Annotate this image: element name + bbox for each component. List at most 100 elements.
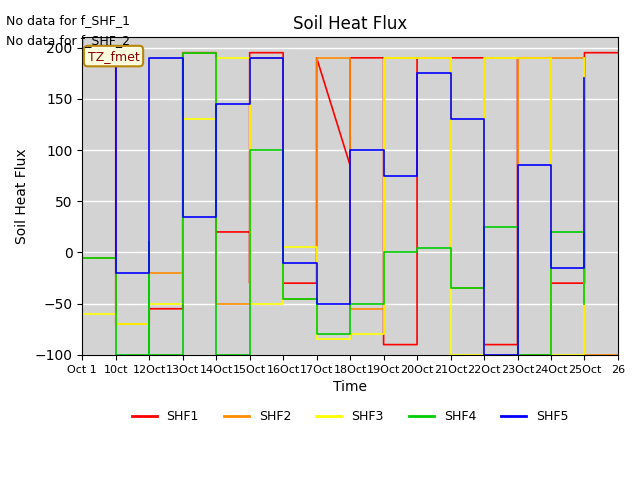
SHF4 xyxy=(514,352,522,358)
SHF2 xyxy=(447,286,454,291)
Line: SHF1: SHF1 xyxy=(83,48,618,345)
SHF4 xyxy=(112,255,120,261)
SHF3 xyxy=(112,311,120,317)
SHF1 xyxy=(447,55,454,60)
Line: SHF5: SHF5 xyxy=(83,58,584,355)
SHF5 xyxy=(413,70,421,76)
SHF1 xyxy=(413,55,421,60)
SHF1 xyxy=(246,50,253,56)
SHF3 xyxy=(514,55,522,60)
SHF3 xyxy=(179,301,186,307)
SHF3 xyxy=(79,311,86,317)
SHF2 xyxy=(380,306,387,312)
Text: No data for f_SHF_2: No data for f_SHF_2 xyxy=(6,34,131,47)
SHF5 xyxy=(145,270,153,276)
SHF3 xyxy=(145,301,153,307)
SHF1 xyxy=(413,342,421,348)
SHF5 xyxy=(580,75,588,81)
SHF1 xyxy=(514,342,522,348)
SHF1 xyxy=(313,280,321,286)
SHF1 xyxy=(346,55,354,60)
SHF5 xyxy=(346,147,354,153)
SHF5 xyxy=(212,101,220,107)
SHF3 xyxy=(145,321,153,327)
SHF2 xyxy=(413,55,421,60)
SHF4 xyxy=(79,255,86,261)
SHF3 xyxy=(547,352,555,358)
SHF3 xyxy=(480,352,488,358)
SHF3 xyxy=(212,55,220,60)
SHF3 xyxy=(580,55,588,60)
SHF4 xyxy=(580,229,588,235)
SHF1 xyxy=(380,342,387,348)
SHF1 xyxy=(212,50,220,56)
SHF1 xyxy=(580,280,588,286)
SHF5 xyxy=(212,214,220,219)
SHF2 xyxy=(514,352,522,358)
SHF5 xyxy=(145,55,153,60)
SHF4 xyxy=(447,286,454,291)
SHF1 xyxy=(480,55,488,60)
SHF5 xyxy=(447,116,454,122)
SHF4 xyxy=(145,352,153,358)
SHF1 xyxy=(614,50,622,56)
SHF4 xyxy=(313,296,321,301)
SHF4 xyxy=(313,332,321,337)
SHF3 xyxy=(580,352,588,358)
SHF2 xyxy=(447,55,454,60)
SHF4 xyxy=(145,240,153,245)
SHF2 xyxy=(212,301,220,307)
SHF1 xyxy=(145,306,153,312)
SHF2 xyxy=(79,255,86,261)
SHF5 xyxy=(112,55,120,60)
SHF3 xyxy=(380,332,387,337)
SHF1 xyxy=(279,280,287,286)
Title: Soil Heat Flux: Soil Heat Flux xyxy=(293,15,407,33)
SHF4 xyxy=(179,50,186,56)
SHF4 xyxy=(246,352,253,358)
SHF2 xyxy=(480,55,488,60)
SHF3 xyxy=(279,301,287,307)
SHF2 xyxy=(313,55,321,60)
SHF3 xyxy=(179,116,186,122)
SHF5 xyxy=(179,55,186,60)
SHF4 xyxy=(547,229,555,235)
SHF3 xyxy=(480,55,488,60)
SHF3 xyxy=(346,332,354,337)
SHF5 xyxy=(79,55,86,60)
SHF2 xyxy=(580,55,588,60)
SHF4 xyxy=(480,224,488,230)
SHF5 xyxy=(79,55,86,60)
SHF5 xyxy=(514,352,522,358)
SHF5 xyxy=(179,214,186,219)
SHF5 xyxy=(313,260,321,265)
SHF5 xyxy=(380,173,387,179)
SHF5 xyxy=(112,270,120,276)
SHF5 xyxy=(346,301,354,307)
SHF4 xyxy=(447,245,454,251)
SHF1 xyxy=(380,55,387,60)
SHF1 xyxy=(246,229,253,235)
SHF3 xyxy=(279,244,287,250)
SHF1 xyxy=(179,50,186,56)
SHF2 xyxy=(279,296,287,301)
SHF3 xyxy=(212,116,220,122)
SHF1 xyxy=(580,50,588,56)
SHF3 xyxy=(246,55,253,60)
SHF5 xyxy=(413,173,421,179)
SHF1 xyxy=(346,163,354,168)
Y-axis label: Soil Heat Flux: Soil Heat Flux xyxy=(15,148,29,244)
SHF4 xyxy=(480,286,488,291)
SHF4 xyxy=(246,147,253,153)
SHF1 xyxy=(313,55,321,60)
SHF4 xyxy=(212,352,220,358)
SHF3 xyxy=(79,55,86,60)
SHF2 xyxy=(514,55,522,60)
SHF5 xyxy=(380,147,387,153)
SHF3 xyxy=(112,321,120,327)
SHF4 xyxy=(145,352,153,358)
SHF2 xyxy=(480,286,488,291)
SHF3 xyxy=(246,301,253,307)
SHF4 xyxy=(112,352,120,358)
SHF5 xyxy=(279,260,287,265)
